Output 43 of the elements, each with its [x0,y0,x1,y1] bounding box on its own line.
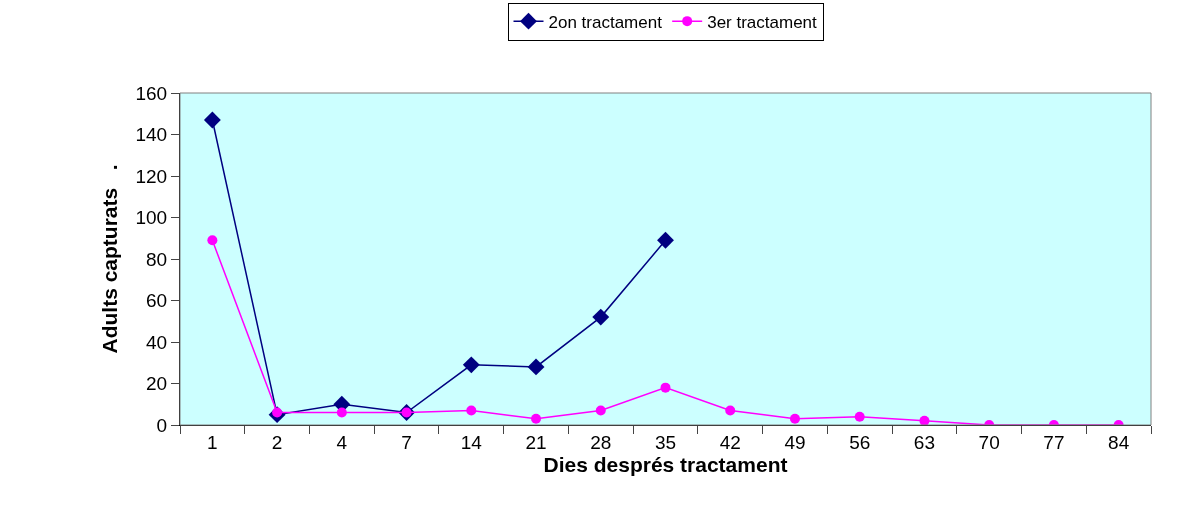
legend-label: 2on tractament [548,12,663,32]
point [854,411,865,422]
point [657,231,674,249]
point [595,405,606,416]
point [919,415,930,425]
x-tick-label: 77 [1043,431,1065,453]
point [592,308,610,326]
y-tick-label: 0 [156,414,168,436]
point [660,382,671,393]
x-tick-label: 35 [654,431,677,453]
y-tick-label: 40 [146,331,168,353]
y-tick-label: 60 [146,290,168,312]
x-tick-label: 14 [460,431,483,453]
x-tick-label: 4 [336,431,348,453]
x-tick-label: 2 [271,431,283,453]
point [527,358,545,376]
point [207,235,218,246]
point [789,413,800,424]
point [725,405,736,416]
x-tick-label: 63 [913,431,935,453]
y-axis-title: Adults capturats . [97,164,121,354]
x-tick-label: 21 [525,431,547,453]
x-tick-label: 28 [590,431,612,453]
x-tick-label: 42 [719,431,741,453]
x-tick-label: 56 [849,431,871,453]
point [336,407,347,418]
y-tick-label: 140 [135,124,168,146]
x-tick-label: 49 [784,431,806,453]
x-tick-label: 84 [1108,431,1130,453]
x-tick-label: 1 [207,431,218,453]
x-tick-label: 7 [401,431,412,453]
y-tick-label: 160 [135,82,168,104]
point [531,413,542,424]
y-tick-label: 120 [135,165,168,187]
point [462,356,480,374]
y-tick-label: 80 [146,248,168,270]
x-tick-label: 70 [978,431,1000,453]
y-tick-label: 100 [135,207,168,229]
point [203,111,221,129]
x-axis-title: Dies després tractament [543,453,788,476]
point [466,405,477,416]
y-tick-label: 20 [146,373,168,395]
legend-label: 3er tractament [707,12,818,32]
